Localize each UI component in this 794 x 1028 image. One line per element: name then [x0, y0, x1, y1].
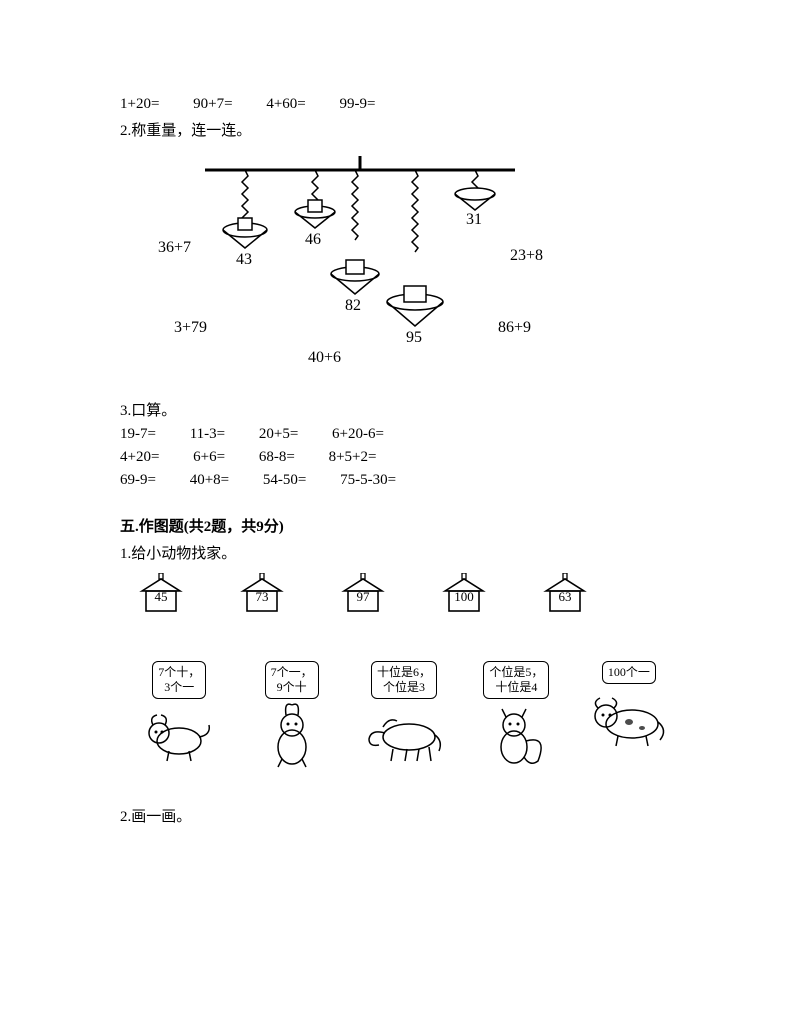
animal-item: 7个十，3个一: [134, 661, 224, 771]
animal-icon: [134, 703, 224, 766]
speech-bubble: 7个一，9个十: [265, 661, 319, 699]
animal-icon: [246, 703, 336, 771]
speech-bubble: 7个十，3个一: [152, 661, 206, 699]
animal-item: 个位是5，十位是4: [471, 661, 561, 771]
houses-row: 45 73 97 100 63: [138, 573, 674, 631]
lbl-h: 95: [406, 329, 422, 346]
lbl-f: 3+79: [174, 319, 207, 336]
eq: 8+5+2=: [329, 449, 377, 466]
animal-icon: [359, 703, 449, 766]
eq: 40+8=: [190, 472, 229, 489]
eq: 4+20=: [120, 449, 159, 466]
animal-icon: [471, 703, 561, 771]
house-icon: 100: [441, 573, 487, 631]
lbl-j: 40+6: [308, 349, 341, 366]
speech-bubble: 十位是6，个位是3: [371, 661, 437, 699]
speech-bubble: 个位是5，十位是4: [483, 661, 549, 699]
house-icon: 97: [340, 573, 386, 631]
house-number: 100: [441, 589, 487, 605]
lbl-a: 36+7: [158, 239, 191, 256]
lbl-b: 43: [236, 251, 252, 268]
q5-1-title: 1.给小动物找家。: [120, 542, 674, 563]
animal-icon: [584, 688, 674, 751]
lbl-d: 31: [466, 211, 482, 228]
q3-row-2: 4+20= 6+6= 68-8= 8+5+2=: [120, 449, 674, 466]
section-5-title: 五.作图题(共2题，共9分): [120, 515, 674, 536]
equation-row-1: 1+20= 90+7= 4+60= 99-9=: [120, 96, 674, 113]
eq: 11-3=: [190, 426, 225, 443]
eq: 90+7=: [193, 96, 232, 113]
house-number: 97: [340, 589, 386, 605]
eq: 75-5-30=: [340, 472, 396, 489]
animals-row: 7个十，3个一 7个一，9个十 十位是6，个位是3 个位是5，十位是4 100个一: [134, 661, 674, 771]
eq: 4+60=: [266, 96, 305, 113]
eq: 6+6=: [193, 449, 225, 466]
lbl-i: 86+9: [498, 319, 531, 336]
animal-item: 100个一: [584, 661, 674, 771]
house-number: 45: [138, 589, 184, 605]
eq: 1+20=: [120, 96, 159, 113]
lbl-c: 46: [305, 231, 321, 248]
eq: 20+5=: [259, 426, 298, 443]
eq: 99-9=: [340, 96, 376, 113]
animal-item: 7个一，9个十: [246, 661, 336, 771]
speech-bubble: 100个一: [602, 661, 656, 684]
lbl-g: 82: [345, 297, 361, 314]
house-icon: 73: [239, 573, 285, 631]
balance-diagram: 36+7 43 46 31 23+8 3+79 82 95 86+9 40+6: [150, 152, 674, 387]
eq: 6+20-6=: [332, 426, 384, 443]
house-icon: 45: [138, 573, 184, 631]
q5-2-title: 2.画一画。: [120, 805, 674, 826]
q3-row-3: 69-9= 40+8= 54-50= 75-5-30=: [120, 472, 674, 489]
eq: 68-8=: [259, 449, 295, 466]
animal-item: 十位是6，个位是3: [359, 661, 449, 771]
house-number: 63: [542, 589, 588, 605]
lbl-e: 23+8: [510, 247, 543, 264]
q3-row-1: 19-7= 11-3= 20+5= 6+20-6=: [120, 426, 674, 443]
eq: 19-7=: [120, 426, 156, 443]
eq: 54-50=: [263, 472, 306, 489]
q2-title: 2.称重量，连一连。: [120, 119, 674, 140]
house-number: 73: [239, 589, 285, 605]
q3-title: 3.口算。: [120, 399, 674, 420]
house-icon: 63: [542, 573, 588, 631]
eq: 69-9=: [120, 472, 156, 489]
